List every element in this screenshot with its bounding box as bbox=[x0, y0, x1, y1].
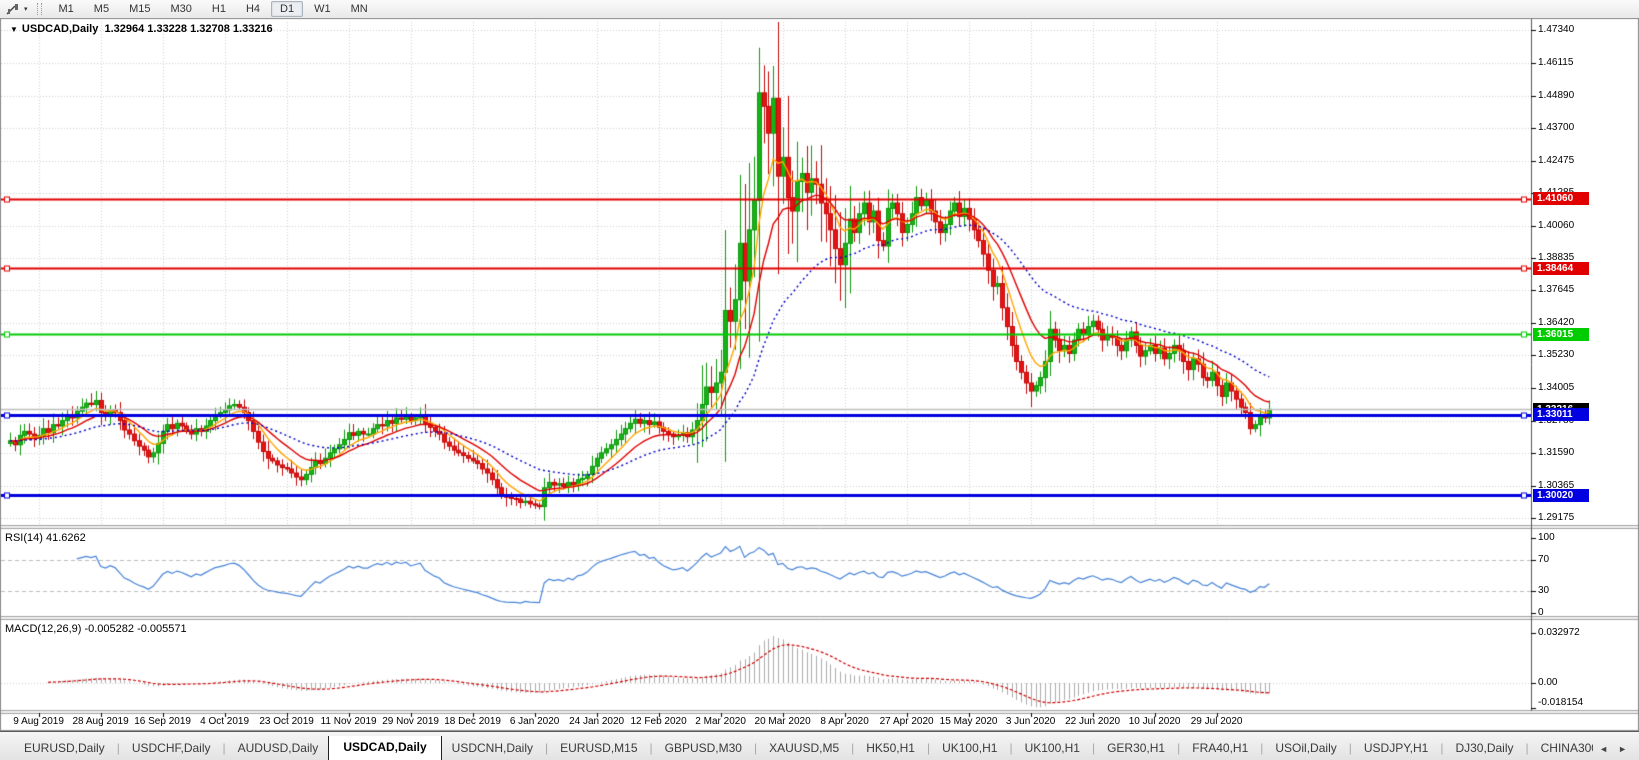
tab-separator: | bbox=[926, 741, 931, 755]
timeframe-button-m1[interactable]: M1 bbox=[58, 3, 74, 15]
chart-cursor-glyph bbox=[6, 4, 18, 15]
tab-separator: | bbox=[222, 741, 226, 755]
tab-separator: | bbox=[116, 741, 120, 755]
tab-item-usdcad-daily[interactable]: USDCAD,Daily bbox=[328, 736, 442, 760]
timeframe-button-h1[interactable]: H1 bbox=[211, 3, 226, 15]
toolbar-grip bbox=[36, 3, 42, 15]
symbol-tabs: EURUSD,Daily | USDCHF,Daily | AUDUSD,Daily US… bbox=[0, 736, 1593, 760]
timeframe-button-mn[interactable]: MN bbox=[350, 3, 368, 15]
tab-item-usdcnh-daily[interactable]: USDCNH,Daily bbox=[451, 741, 534, 755]
tab-item-gbpusd-m30[interactable]: GBPUSD,M30 bbox=[664, 741, 742, 755]
tab-separator: | bbox=[1525, 741, 1529, 755]
tab-separator: | bbox=[1009, 741, 1013, 755]
tab-item-eurusd-m15[interactable]: EURUSD,M15 bbox=[560, 741, 638, 755]
chevron-down-icon[interactable]: ▾ bbox=[24, 6, 28, 13]
tab-item-ger30-h1[interactable]: GER30,H1 bbox=[1107, 741, 1166, 755]
timeframe-buttons: M1 M5 M15 M30 H1 H4 D1 W1 MN bbox=[49, 1, 378, 17]
hline-price-label[interactable]: 1.33011 bbox=[1533, 408, 1589, 422]
toolbar: ▾ M1 M5 M15 M30 H1 H4 D1 W1 MN bbox=[0, 0, 1639, 19]
timeframe-button-m5[interactable]: M5 bbox=[93, 3, 110, 15]
symbol-tab-bar: EURUSD,Daily | USDCHF,Daily | AUDUSD,Daily US… bbox=[0, 731, 1639, 760]
tab-separator: | bbox=[1091, 741, 1096, 755]
tab-separator: | bbox=[1440, 741, 1444, 755]
tab-separator: | bbox=[545, 741, 549, 755]
chart-cursor-icon[interactable] bbox=[3, 2, 23, 16]
tab-item-eurusd-daily[interactable]: EURUSD,Daily bbox=[24, 741, 105, 755]
tab-item-usoil-daily[interactable]: USOil,Daily bbox=[1275, 741, 1337, 755]
tab-item-usdjpy-h1[interactable]: USDJPY,H1 bbox=[1363, 741, 1429, 755]
tab-item-uk100-h1[interactable]: UK100,H1 bbox=[942, 741, 998, 755]
tab-item-fra40-h1[interactable]: FRA40,H1 bbox=[1192, 741, 1249, 755]
tab-item-dj30-daily[interactable]: DJ30,Daily bbox=[1455, 741, 1514, 755]
hline-price-label[interactable]: 1.36015 bbox=[1533, 327, 1589, 341]
tab-item-china300-h4[interactable]: CHINA300,H4 bbox=[1540, 741, 1594, 755]
timeframe-button-d1[interactable]: D1 bbox=[271, 1, 304, 17]
chart-ohlc-values: 1.32964 1.33228 1.32708 1.33216 bbox=[104, 23, 273, 35]
tab-item-hk50-h1[interactable]: HK50,H1 bbox=[866, 741, 915, 755]
hline-price-label[interactable]: 1.38464 bbox=[1533, 261, 1589, 275]
tab-item-xauusd-m5[interactable]: XAUUSD,M5 bbox=[769, 741, 840, 755]
tab-scroll-arrows: ◄ ► bbox=[1593, 744, 1639, 760]
tab-item-usdchf-daily[interactable]: USDCHF,Daily bbox=[131, 741, 211, 755]
price-chart-canvas[interactable] bbox=[0, 18, 1639, 731]
timeframe-button-m30[interactable]: M30 bbox=[170, 3, 192, 15]
tab-scroll-right-icon[interactable]: ► bbox=[1618, 744, 1627, 754]
hline-price-label[interactable]: 1.41060 bbox=[1533, 192, 1589, 206]
tab-item-audusd-daily[interactable]: AUDUSD,Daily bbox=[237, 741, 319, 755]
hline-price-label[interactable]: 1.30020 bbox=[1533, 488, 1589, 502]
tab-item-uk100-h1[interactable]: UK100,H1 bbox=[1024, 741, 1080, 755]
timeframe-button-m15[interactable]: M15 bbox=[129, 3, 151, 15]
chart-window: ▼ USDCAD,Daily 1.32964 1.33228 1.32708 1.… bbox=[0, 18, 1639, 731]
tab-separator: | bbox=[1260, 741, 1264, 755]
tab-separator: | bbox=[753, 741, 758, 755]
chart-title[interactable]: ▼ USDCAD,Daily 1.32964 1.33228 1.32708 1.… bbox=[10, 23, 273, 35]
timeframe-button-w1[interactable]: W1 bbox=[314, 3, 331, 15]
tab-separator: | bbox=[851, 741, 855, 755]
timeframe-button-h4[interactable]: H4 bbox=[245, 3, 261, 15]
tab-separator: | bbox=[649, 741, 653, 755]
tab-separator: | bbox=[1348, 741, 1352, 755]
chart-collapse-icon[interactable]: ▼ bbox=[10, 25, 18, 34]
tab-scroll-left-icon[interactable]: ◄ bbox=[1599, 744, 1609, 754]
tab-separator: | bbox=[1177, 741, 1181, 755]
chart-symbol-label: USDCAD,Daily bbox=[21, 23, 99, 35]
